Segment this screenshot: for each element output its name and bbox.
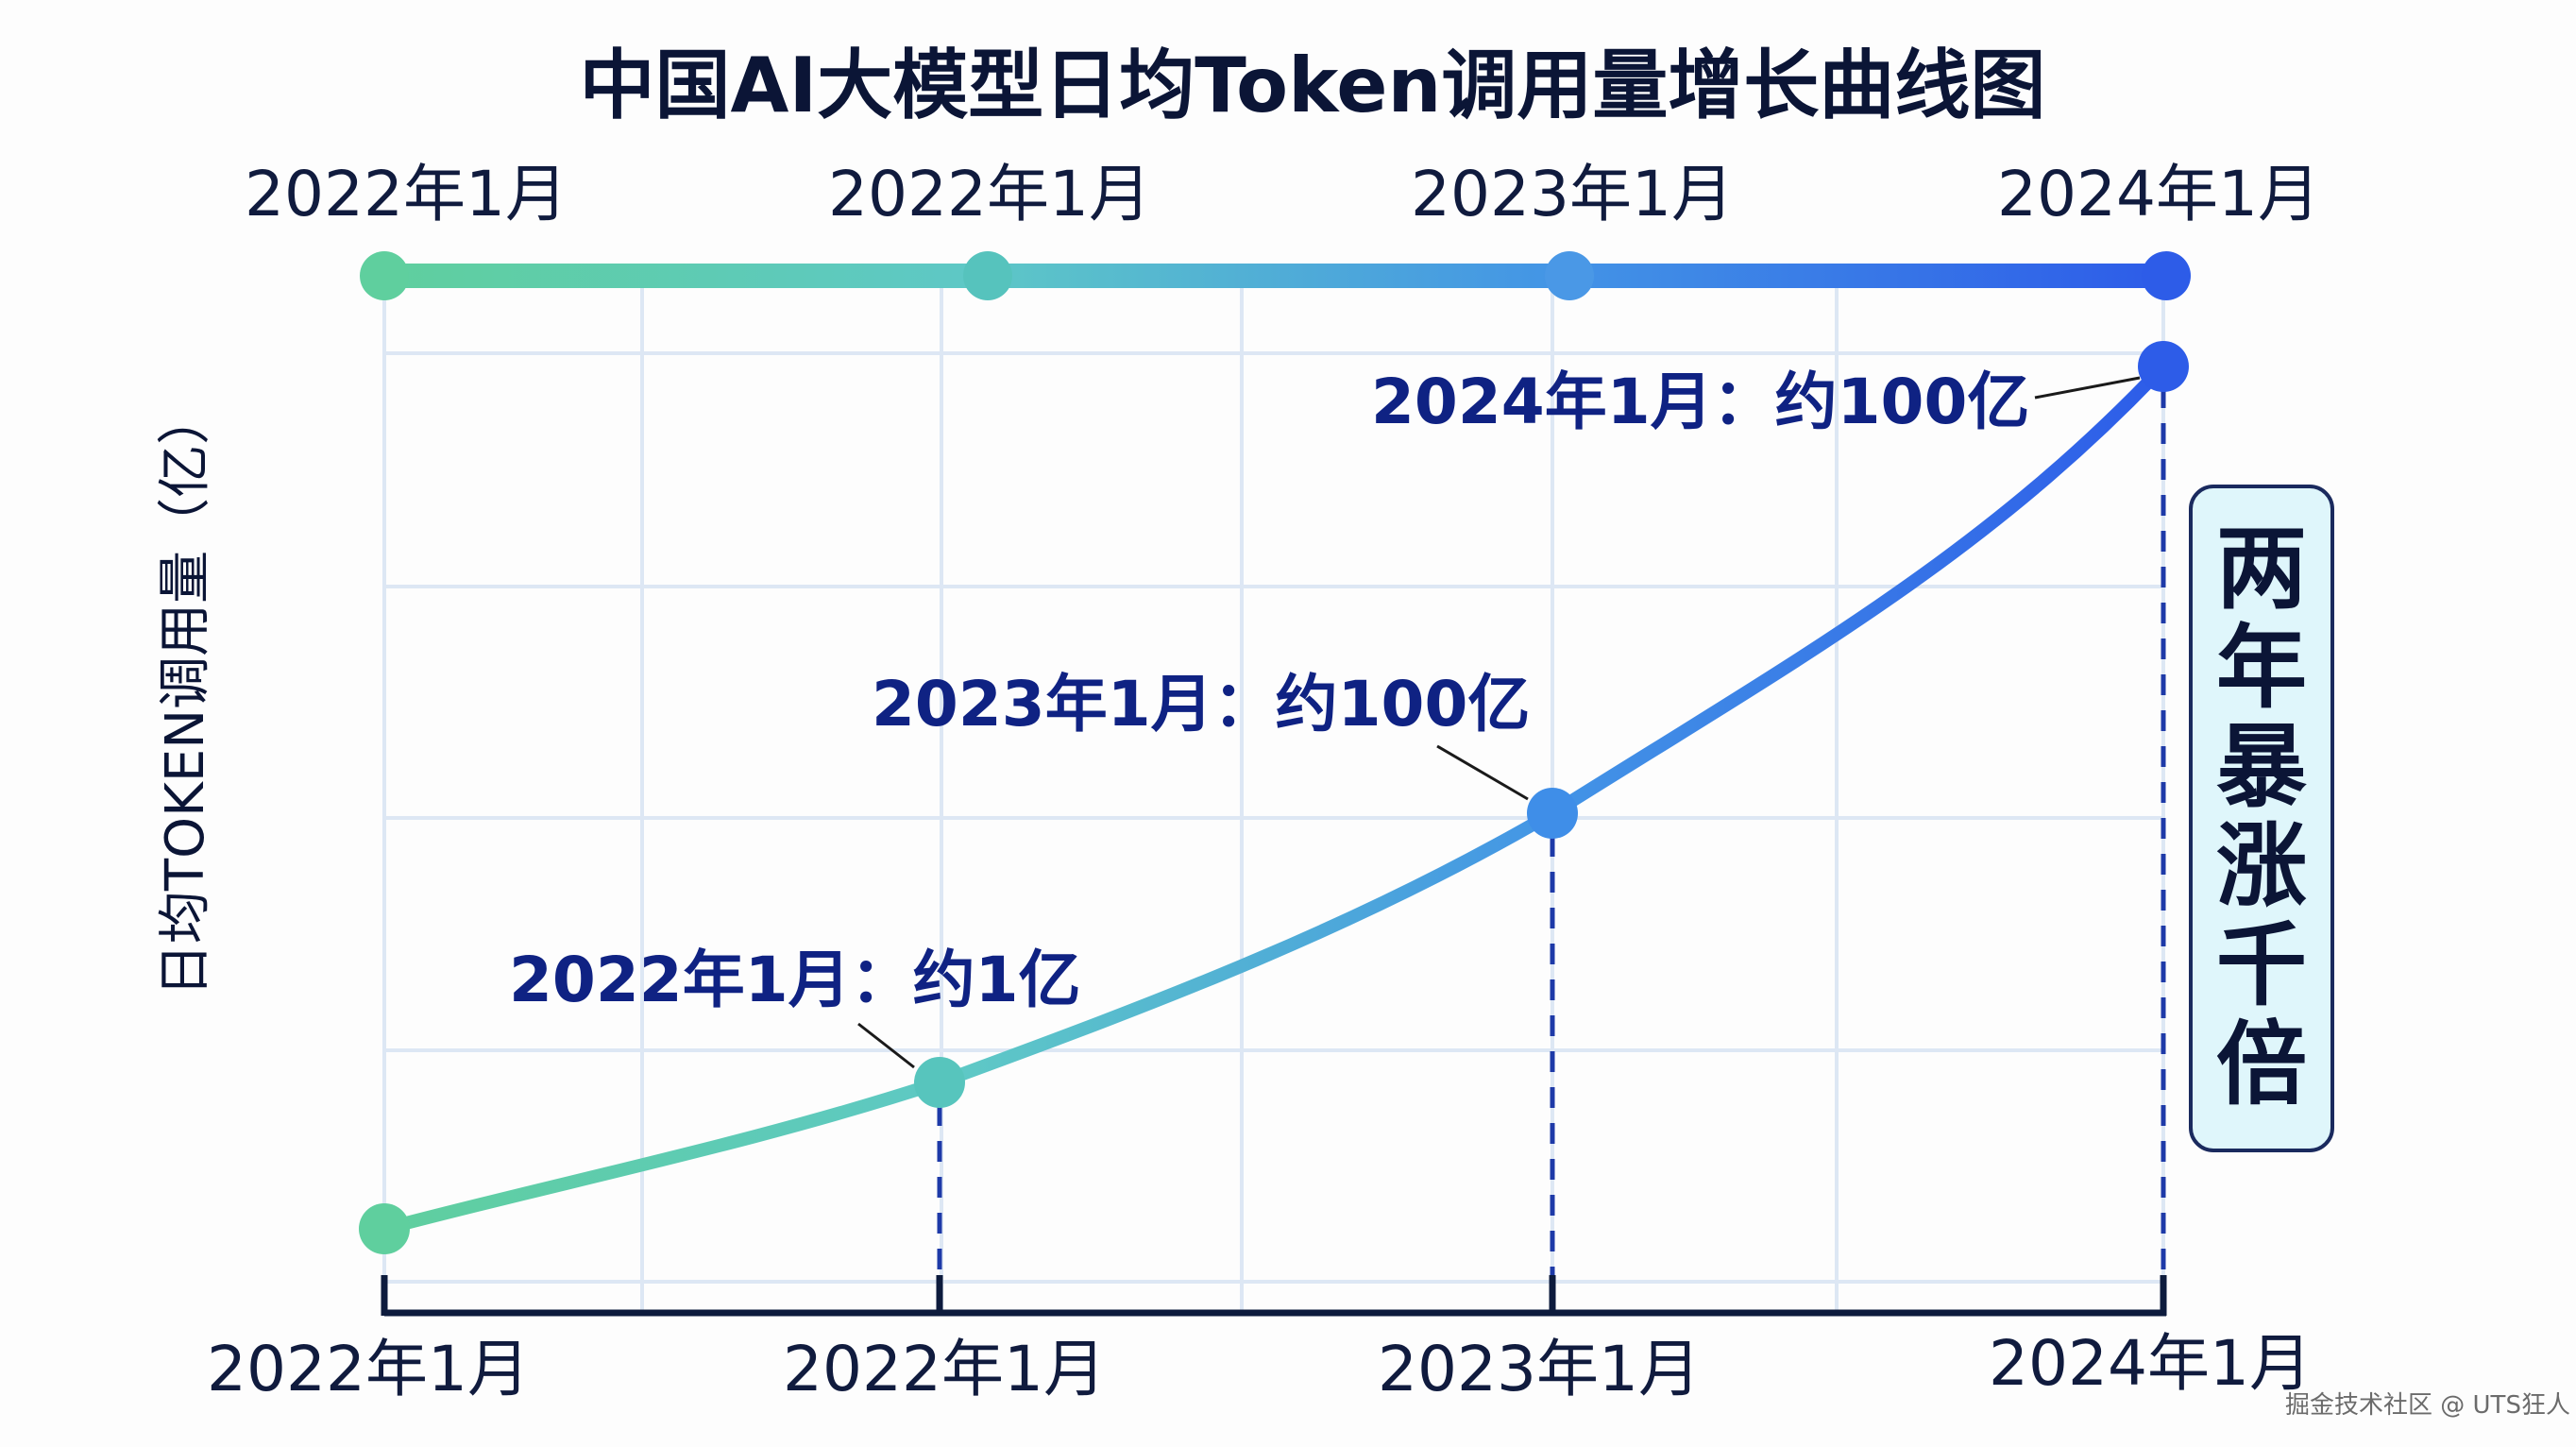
- x-label: 2023年1月: [1378, 1333, 1701, 1405]
- x-label: 2024年1月: [1989, 1327, 2312, 1400]
- top-label: 2024年1月: [1997, 158, 2320, 230]
- y-axis-label: 日均TOKEN调用量（亿）: [155, 392, 216, 996]
- timeline-dot: [360, 251, 409, 300]
- x-axis: [381, 1275, 2167, 1317]
- annotation-2022: 2022年1月：约1亿: [509, 944, 1081, 1016]
- chart-title: 中国AI大模型日均Token调用量增长曲线图: [580, 42, 2046, 129]
- data-point: [1527, 788, 1578, 839]
- x-label: 2022年1月: [207, 1333, 530, 1405]
- x-axis-labels: 2022年1月 2022年1月 2023年1月 2024年1月: [207, 1327, 2312, 1405]
- badge-char: 涨: [2216, 813, 2307, 919]
- data-point: [914, 1057, 965, 1108]
- timeline-dot: [963, 251, 1012, 300]
- data-point: [359, 1203, 410, 1254]
- top-label: 2023年1月: [1411, 158, 1734, 230]
- annotation-2024: 2024年1月：约100亿: [1371, 366, 2029, 438]
- badge-char: 两: [2216, 516, 2307, 621]
- growth-curve: [378, 360, 2170, 1235]
- annotation-2023: 2023年1月：约100亿: [872, 668, 1530, 741]
- top-label: 2022年1月: [245, 158, 568, 230]
- x-label: 2022年1月: [783, 1333, 1106, 1405]
- growth-badge: 两 年 暴 涨 千 倍: [2189, 485, 2334, 1152]
- leader-lines: [857, 376, 2141, 1069]
- top-label: 2022年1月: [828, 158, 1151, 230]
- watermark: 掘金技术社区 @ UTS狂人: [2285, 1391, 2570, 1420]
- badge-char: 暴: [2216, 714, 2307, 820]
- data-points: [359, 341, 2189, 1254]
- badge-char: 倍: [2216, 1012, 2307, 1117]
- top-timeline-labels: 2022年1月 2022年1月 2023年1月 2024年1月: [245, 158, 2320, 230]
- timeline-dot: [1545, 251, 1594, 300]
- data-point: [2138, 341, 2189, 392]
- badge-char: 千: [2216, 912, 2307, 1018]
- timeline-dot: [2142, 251, 2191, 300]
- badge-char: 年: [2216, 615, 2307, 721]
- drop-lines: [937, 387, 2166, 1310]
- top-timeline-bar: [360, 251, 2191, 300]
